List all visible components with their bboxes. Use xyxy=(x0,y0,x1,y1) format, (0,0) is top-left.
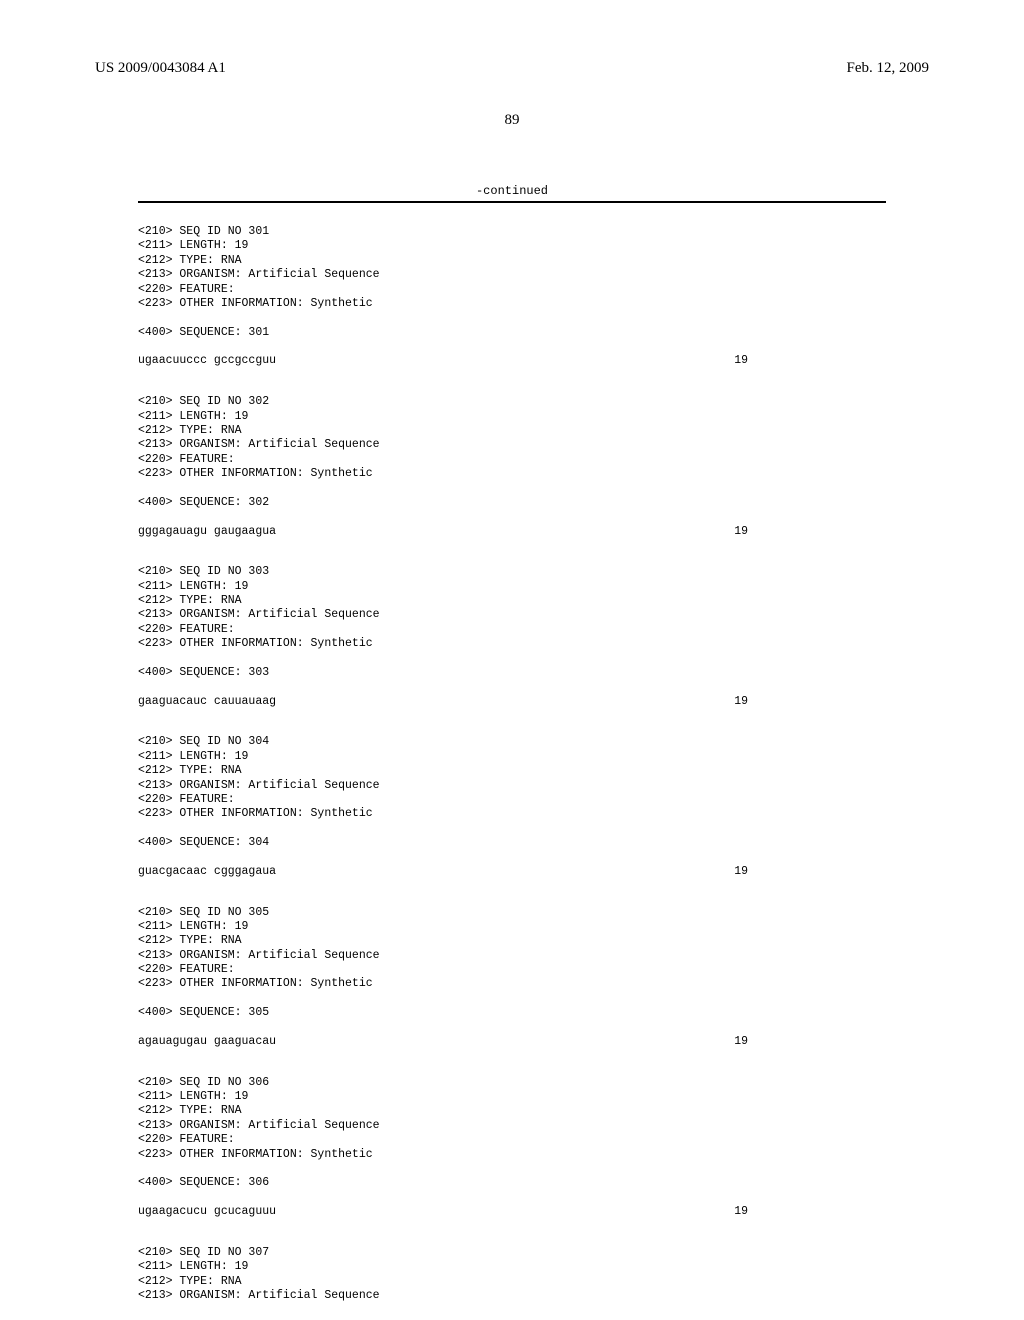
sequence-block: <210> SEQ ID NO 307<211> LENGTH: 19<212>… xyxy=(138,1246,886,1304)
sequence-header-line: <212> TYPE: RNA xyxy=(138,594,886,608)
spacer xyxy=(138,369,886,383)
sequence-text: agauagugau gaaguacau xyxy=(138,1035,276,1049)
sequence-header-line: <213> ORGANISM: Artificial Sequence xyxy=(138,949,886,963)
spacer xyxy=(138,850,886,864)
sequence-header-line: <400> SEQUENCE: 301 xyxy=(138,326,886,340)
sequence-header-line xyxy=(138,311,886,325)
publication-number: US 2009/0043084 A1 xyxy=(95,60,226,77)
sequence-block: <210> SEQ ID NO 305<211> LENGTH: 19<212>… xyxy=(138,906,886,1064)
sequence-header-line: <211> LENGTH: 19 xyxy=(138,1090,886,1104)
sequence-header-line: <210> SEQ ID NO 307 xyxy=(138,1246,886,1260)
sequence-header-line: <400> SEQUENCE: 302 xyxy=(138,496,886,510)
sequence-header-line: <211> LENGTH: 19 xyxy=(138,920,886,934)
sequence-header-line: <213> ORGANISM: Artificial Sequence xyxy=(138,1289,886,1303)
sequence-header-line: <212> TYPE: RNA xyxy=(138,254,886,268)
sequence-header-line: <212> TYPE: RNA xyxy=(138,1104,886,1118)
sequence-header-line: <213> ORGANISM: Artificial Sequence xyxy=(138,438,886,452)
sequence-header-line: <213> ORGANISM: Artificial Sequence xyxy=(138,779,886,793)
spacer xyxy=(138,1219,886,1233)
sequence-text: ugaagacucu gcucaguuu xyxy=(138,1205,276,1219)
sequence-data-line: gaaguacauc cauuauaag 19 xyxy=(138,695,748,709)
sequence-header-line: <223> OTHER INFORMATION: Synthetic xyxy=(138,637,886,651)
spacer xyxy=(138,510,886,524)
sequence-header-line: <220> FEATURE: xyxy=(138,1133,886,1147)
sequence-data-line: agauagugau gaaguacau 19 xyxy=(138,1035,748,1049)
spacer xyxy=(138,1049,886,1063)
sequence-length: 19 xyxy=(734,865,748,879)
spacer xyxy=(138,340,886,354)
sequence-data-line: ugaagacucu gcucaguuu 19 xyxy=(138,1205,748,1219)
spacer xyxy=(138,709,886,723)
sequence-header-line: <220> FEATURE: xyxy=(138,623,886,637)
sequence-header-line xyxy=(138,822,886,836)
sequence-data-line: ugaacuuccc gccgccguu 19 xyxy=(138,354,748,368)
sequence-header-line xyxy=(138,992,886,1006)
page-number: 89 xyxy=(0,112,1024,129)
sequence-header-line: <210> SEQ ID NO 301 xyxy=(138,225,886,239)
sequence-header-line: <211> LENGTH: 19 xyxy=(138,750,886,764)
sequence-length: 19 xyxy=(734,695,748,709)
spacer xyxy=(138,680,886,694)
spacer xyxy=(138,879,886,893)
sequence-header-line: <220> FEATURE: xyxy=(138,793,886,807)
sequence-block: <210> SEQ ID NO 302<211> LENGTH: 19<212>… xyxy=(138,395,886,553)
sequence-length: 19 xyxy=(734,525,748,539)
sequence-header-line: <213> ORGANISM: Artificial Sequence xyxy=(138,268,886,282)
sequence-header-line: <223> OTHER INFORMATION: Synthetic xyxy=(138,297,886,311)
sequence-header-line: <212> TYPE: RNA xyxy=(138,934,886,948)
continued-label: -continued xyxy=(0,184,1024,198)
sequence-block: <210> SEQ ID NO 306<211> LENGTH: 19<212>… xyxy=(138,1076,886,1234)
sequence-data-line: guacgacaac cgggagaua 19 xyxy=(138,865,748,879)
sequence-block: <210> SEQ ID NO 303<211> LENGTH: 19<212>… xyxy=(138,565,886,723)
sequence-header-line xyxy=(138,652,886,666)
sequence-header-line: <220> FEATURE: xyxy=(138,963,886,977)
sequence-text: gggagauagu gaugaagua xyxy=(138,525,276,539)
sequence-header-line: <213> ORGANISM: Artificial Sequence xyxy=(138,1119,886,1133)
sequence-length: 19 xyxy=(734,354,748,368)
sequence-header-line: <210> SEQ ID NO 305 xyxy=(138,906,886,920)
sequence-header-line xyxy=(138,1162,886,1176)
sequence-header-line: <210> SEQ ID NO 303 xyxy=(138,565,886,579)
sequence-header-line: <223> OTHER INFORMATION: Synthetic xyxy=(138,807,886,821)
sequence-length: 19 xyxy=(734,1035,748,1049)
sequence-header-line xyxy=(138,481,886,495)
sequence-header-line: <211> LENGTH: 19 xyxy=(138,410,886,424)
sequence-block: <210> SEQ ID NO 301<211> LENGTH: 19<212>… xyxy=(138,225,886,383)
sequence-header-line: <210> SEQ ID NO 304 xyxy=(138,735,886,749)
sequence-header-line: <211> LENGTH: 19 xyxy=(138,580,886,594)
sequence-header-line: <400> SEQUENCE: 305 xyxy=(138,1006,886,1020)
sequence-header-line: <213> ORGANISM: Artificial Sequence xyxy=(138,608,886,622)
sequence-header-line: <212> TYPE: RNA xyxy=(138,1275,886,1289)
sequence-header-line: <220> FEATURE: xyxy=(138,453,886,467)
spacer xyxy=(138,539,886,553)
sequence-header-line: <223> OTHER INFORMATION: Synthetic xyxy=(138,977,886,991)
sequence-listing: <210> SEQ ID NO 301<211> LENGTH: 19<212>… xyxy=(0,203,1024,1303)
sequence-header-line: <210> SEQ ID NO 306 xyxy=(138,1076,886,1090)
sequence-header-line: <223> OTHER INFORMATION: Synthetic xyxy=(138,467,886,481)
sequence-data-line: gggagauagu gaugaagua 19 xyxy=(138,525,748,539)
sequence-text: ugaacuuccc gccgccguu xyxy=(138,354,276,368)
sequence-header-line: <400> SEQUENCE: 306 xyxy=(138,1176,886,1190)
sequence-header-line: <400> SEQUENCE: 304 xyxy=(138,836,886,850)
sequence-header-line: <223> OTHER INFORMATION: Synthetic xyxy=(138,1148,886,1162)
spacer xyxy=(138,1191,886,1205)
sequence-text: gaaguacauc cauuauaag xyxy=(138,695,276,709)
sequence-header-line: <220> FEATURE: xyxy=(138,283,886,297)
sequence-header-line: <211> LENGTH: 19 xyxy=(138,1260,886,1274)
sequence-text: guacgacaac cgggagaua xyxy=(138,865,276,879)
sequence-header-line: <212> TYPE: RNA xyxy=(138,424,886,438)
sequence-header-line: <212> TYPE: RNA xyxy=(138,764,886,778)
sequence-header-line: <210> SEQ ID NO 302 xyxy=(138,395,886,409)
sequence-block: <210> SEQ ID NO 304<211> LENGTH: 19<212>… xyxy=(138,735,886,893)
publication-date: Feb. 12, 2009 xyxy=(847,60,930,77)
sequence-length: 19 xyxy=(734,1205,748,1219)
sequence-header-line: <400> SEQUENCE: 303 xyxy=(138,666,886,680)
page-header: US 2009/0043084 A1 Feb. 12, 2009 xyxy=(0,0,1024,77)
sequence-header-line: <211> LENGTH: 19 xyxy=(138,239,886,253)
spacer xyxy=(138,1021,886,1035)
